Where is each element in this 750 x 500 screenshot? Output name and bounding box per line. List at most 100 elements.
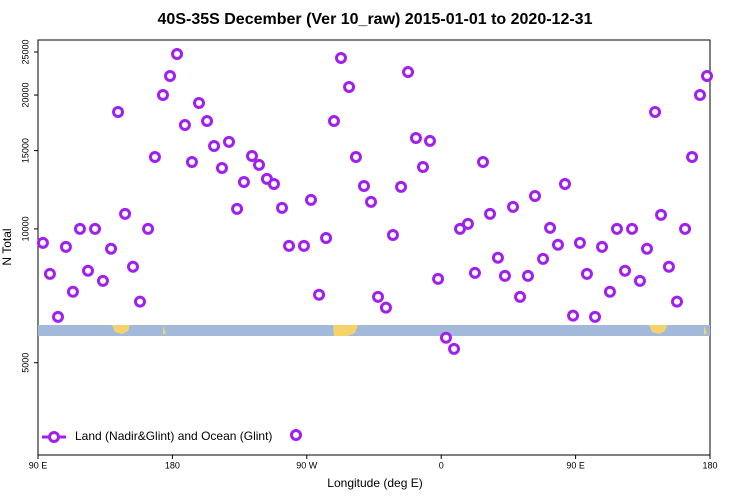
point [237,175,250,188]
point [253,158,266,171]
point [640,242,653,255]
point [679,222,692,235]
point [558,177,571,190]
point [567,309,580,322]
point [59,240,72,253]
point [491,251,504,264]
point [276,201,289,214]
point [484,207,497,220]
point [507,200,520,213]
point [379,301,392,314]
point [662,260,675,273]
point [119,207,132,220]
point [178,118,191,131]
legend: Land (Nadir&Glint) and Ocean (Glint) [42,429,302,443]
point [580,267,593,280]
y-tick-label: 5000 [20,353,30,373]
x-tick-label: 90 W [296,460,318,470]
y-tick-label: 10000 [20,216,30,241]
point [365,195,378,208]
point [514,290,527,303]
x-tick-label: 180 [702,460,717,470]
point [231,202,244,215]
point [686,151,699,164]
x-tick-label: 90 E [29,460,48,470]
point [655,208,668,221]
land [649,325,667,334]
point [619,264,632,277]
point [424,134,436,147]
point [126,260,139,273]
point [432,272,445,285]
land [112,325,130,334]
point [334,52,347,65]
point [192,97,205,110]
point [66,285,79,298]
point [693,88,706,101]
legend-marker [290,429,302,441]
point [477,155,490,168]
point [105,242,118,255]
point [208,140,221,153]
point [283,239,296,252]
point [327,115,340,128]
point [416,160,429,173]
point [82,264,95,277]
ocean-band [38,325,710,336]
point [372,290,385,303]
point [201,115,214,128]
point [349,151,362,164]
point [603,285,616,298]
point [461,217,474,230]
point [164,70,177,83]
point [528,189,541,202]
point [313,288,326,301]
point [402,66,415,79]
point [112,105,125,118]
point [357,179,370,192]
x-axis-label: Longitude (deg E) [327,476,422,490]
y-tick-label: 20000 [20,83,30,108]
point [320,231,333,244]
point [148,151,161,164]
point [701,70,714,83]
point [409,132,422,145]
point [633,274,646,287]
x-tick-label: 180 [165,460,180,470]
point [544,221,557,234]
point [304,193,317,206]
y-axis-label: N Total [0,228,14,265]
point [343,81,356,94]
x-tick-label: 0 [439,460,444,470]
point [36,236,49,249]
point [610,222,623,235]
point [521,269,534,282]
point [156,88,169,101]
point [649,105,662,118]
point [454,222,467,235]
point [386,228,399,241]
legend-label: Land (Nadir&Glint) and Ocean (Glint) [75,429,272,443]
point [215,161,228,174]
chart-title: 40S-35S December (Ver 10_raw) 2015-01-01… [158,11,593,28]
point [448,342,461,355]
point [52,310,65,323]
point [498,269,511,282]
point [468,266,481,279]
point [670,295,683,308]
point [395,180,408,193]
point [537,252,550,265]
point [222,135,235,148]
point [439,331,452,344]
point [626,222,639,235]
x-tick-label: 90 E [566,460,585,470]
point [596,240,609,253]
y-tick-label: 25000 [20,39,30,64]
point [589,310,602,323]
point [185,155,198,168]
land [163,326,166,335]
legend-marker [48,431,60,443]
point [133,295,146,308]
land [333,325,358,336]
